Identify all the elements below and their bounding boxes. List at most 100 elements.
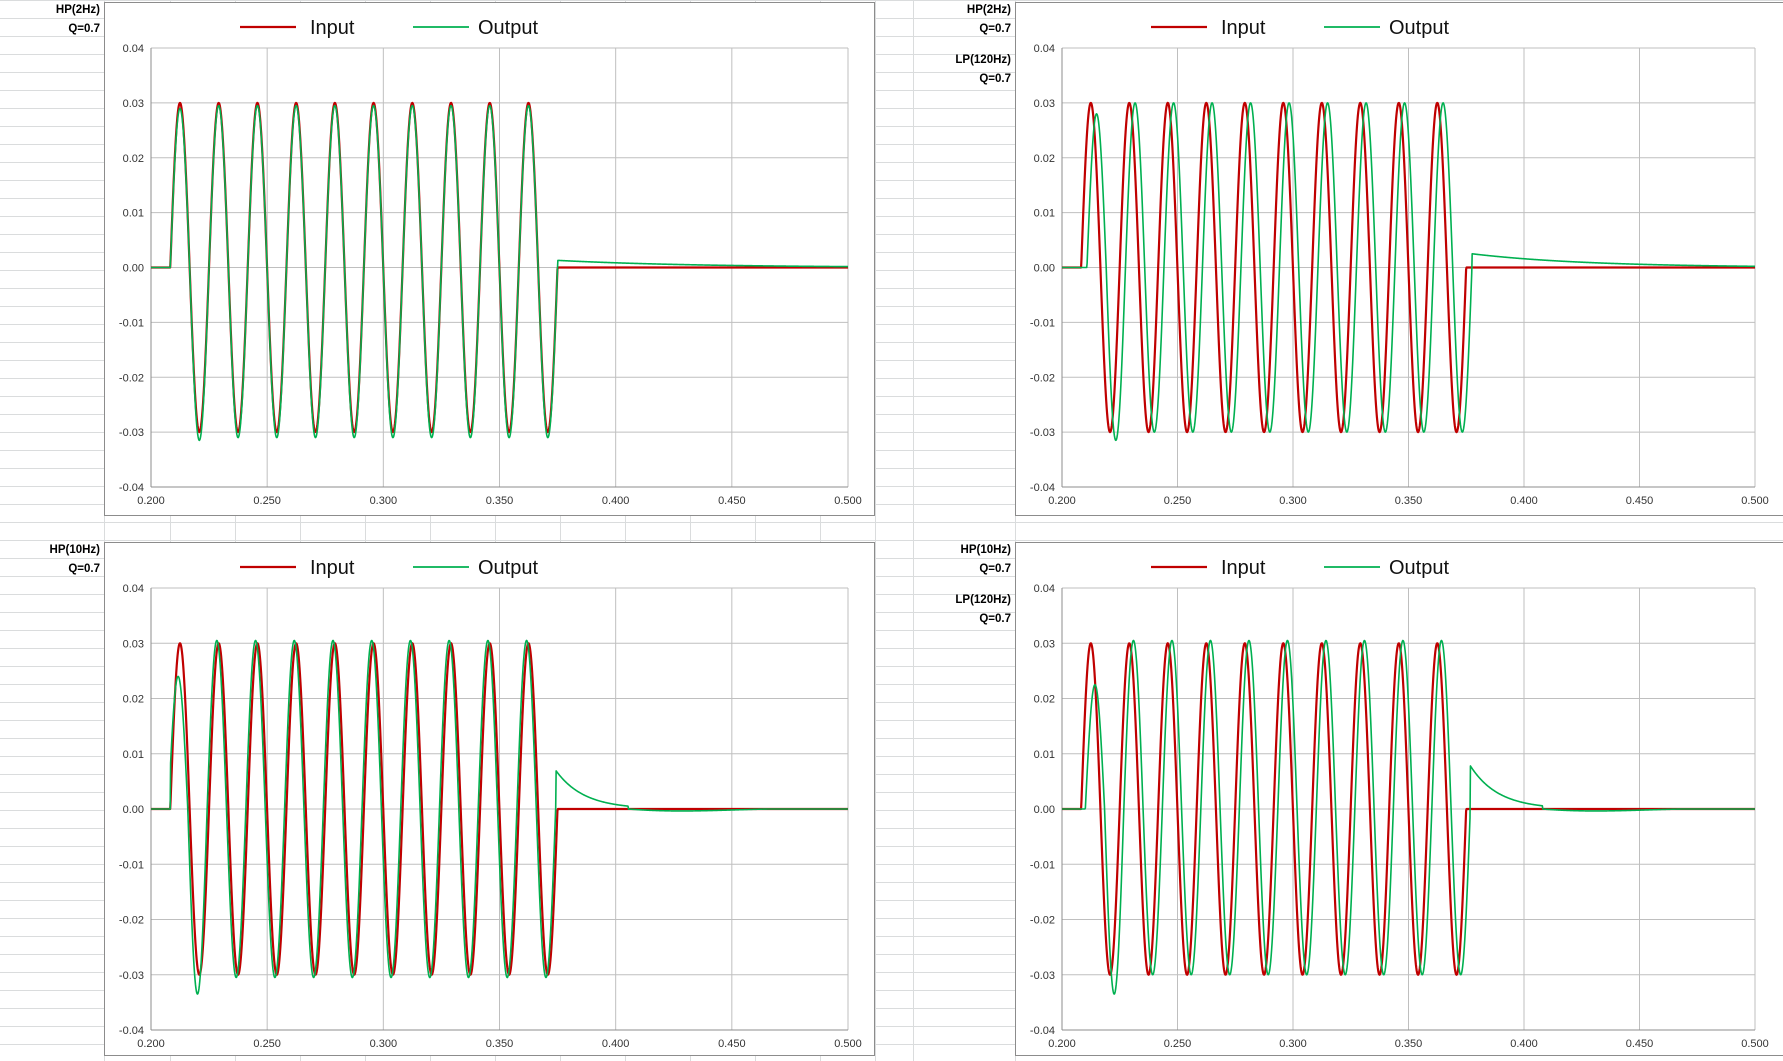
filter-label-line: Q=0.7 (979, 563, 1011, 575)
filter-label-line: HP(2Hz) (55, 4, 100, 16)
x-tick-label: 0.500 (834, 1038, 862, 1050)
y-tick-label: 0.04 (123, 43, 144, 55)
legend-input-label: Input (310, 17, 355, 39)
y-tick-label: 0.02 (123, 694, 144, 706)
y-tick-label: -0.04 (1030, 482, 1055, 494)
x-tick-label: 0.200 (137, 1038, 165, 1050)
filter-label-top-right: HP(2Hz) Q=0.7 LP(120Hz) Q=0.7 (913, 4, 1011, 86)
filter-label-line: Q=0.7 (979, 23, 1011, 35)
filter-label-line: Q=0.7 (979, 613, 1011, 625)
y-tick-label: -0.04 (119, 482, 144, 494)
x-tick-label: 0.450 (1626, 1038, 1654, 1050)
x-tick-label: 0.300 (1279, 1038, 1307, 1050)
series-input-line (150, 642, 849, 976)
y-tick-label: 0.02 (123, 153, 144, 165)
x-tick-label: 0.250 (253, 1038, 281, 1050)
y-tick-label: -0.01 (1030, 317, 1055, 329)
y-tick-label: 0.03 (1034, 638, 1055, 650)
y-tick-label: 0.03 (123, 98, 144, 110)
chart-hp2hz[interactable]: 0.200 0.250 0.300 0.350 0.400 0.450 0.500 0.04 0… (104, 2, 875, 516)
filter-label-top-left: HP(2Hz) Q=0.7 (2, 4, 100, 36)
series-output-line (1061, 639, 1756, 995)
filter-label-line: LP(120Hz) (955, 54, 1011, 66)
x-tick-label: 0.200 (1048, 1038, 1076, 1050)
legend-input-label: Input (1221, 557, 1266, 579)
x-tick-label: 0.400 (602, 1038, 630, 1050)
y-tick-label: 0.02 (1034, 153, 1055, 165)
legend-input-label: Input (310, 557, 355, 579)
x-tick-label: 0.350 (1395, 495, 1423, 507)
x-tick-label: 0.450 (718, 1038, 746, 1050)
y-tick-label: 0.03 (1034, 98, 1055, 110)
y-tick-label: -0.04 (1030, 1025, 1055, 1037)
chart-hp10hz-lp120hz-plot: 0.200 0.250 0.300 0.350 0.400 0.450 0.500 0.04 0… (1030, 557, 1769, 1050)
series-input-line (1061, 101, 1756, 434)
filter-label-bottom-right: HP(10Hz) Q=0.7 LP(120Hz) Q=0.7 (913, 544, 1011, 626)
filter-label-line: Q=0.7 (68, 563, 100, 575)
x-tick-label: 0.300 (1279, 495, 1307, 507)
y-tick-label: -0.03 (1030, 970, 1055, 982)
chart-hp10hz-plot: 0.200 0.250 0.300 0.350 0.400 0.450 0.500 0.04 0… (119, 557, 862, 1050)
y-tick-label: -0.03 (119, 427, 144, 439)
x-tick-label: 0.300 (370, 1038, 398, 1050)
chart-hp10hz-lp120hz[interactable]: 0.200 0.250 0.300 0.350 0.400 0.450 0.500 0.04 0… (1015, 542, 1783, 1056)
x-tick-label: 0.500 (1741, 495, 1769, 507)
y-tick-label: -0.02 (119, 372, 144, 384)
x-tick-label: 0.400 (602, 495, 630, 507)
x-tick-label: 0.250 (1164, 495, 1192, 507)
chart-hp2hz-plot: 0.200 0.250 0.300 0.350 0.400 0.450 0.500 0.04 0… (119, 17, 862, 507)
y-tick-label: -0.03 (119, 970, 144, 982)
chart-hp2hz-lp120hz[interactable]: 0.200 0.250 0.300 0.350 0.400 0.450 0.500 0.04 0… (1015, 2, 1783, 516)
y-tick-label: -0.03 (1030, 427, 1055, 439)
legend-output-label: Output (1389, 557, 1449, 579)
series-output-line (150, 639, 849, 995)
series-input-line (1061, 642, 1756, 976)
y-tick-label: -0.01 (1030, 859, 1055, 871)
y-tick-label: 0.03 (123, 638, 144, 650)
legend-output-label: Output (478, 557, 538, 579)
y-tick-label: -0.02 (1030, 372, 1055, 384)
filter-label-line: Q=0.7 (68, 23, 100, 35)
y-tick-label: 0.00 (123, 804, 144, 816)
y-tick-label: -0.01 (119, 317, 144, 329)
y-tick-label: 0.00 (123, 263, 144, 275)
y-tick-label: -0.04 (119, 1025, 144, 1037)
x-tick-label: 0.250 (253, 495, 281, 507)
y-tick-label: 0.01 (123, 208, 144, 220)
y-tick-label: 0.04 (1034, 583, 1055, 595)
chart-hp2hz-lp120hz-plot: 0.200 0.250 0.300 0.350 0.400 0.450 0.500 0.04 0… (1030, 17, 1769, 507)
legend-output-label: Output (478, 17, 538, 39)
y-tick-label: 0.02 (1034, 694, 1055, 706)
x-tick-label: 0.300 (370, 495, 398, 507)
x-tick-label: 0.350 (486, 495, 514, 507)
x-tick-label: 0.350 (486, 1038, 514, 1050)
y-tick-label: -0.01 (119, 859, 144, 871)
y-tick-label: 0.04 (1034, 43, 1055, 55)
filter-label-line: Q=0.7 (979, 73, 1011, 85)
y-tick-label: 0.01 (1034, 749, 1055, 761)
y-tick-label: 0.01 (123, 749, 144, 761)
filter-label-line: LP(120Hz) (955, 594, 1011, 606)
x-tick-label: 0.500 (1741, 1038, 1769, 1050)
y-tick-label: -0.02 (1030, 915, 1055, 927)
y-tick-label: 0.01 (1034, 208, 1055, 220)
y-tick-label: 0.04 (123, 583, 144, 595)
x-tick-label: 0.450 (718, 495, 746, 507)
x-tick-label: 0.200 (1048, 495, 1076, 507)
x-tick-label: 0.400 (1510, 1038, 1538, 1050)
x-tick-label: 0.200 (137, 495, 165, 507)
filter-label-bottom-left: HP(10Hz) Q=0.7 (2, 544, 100, 576)
legend-output-label: Output (1389, 17, 1449, 39)
filter-label-line: HP(10Hz) (49, 544, 100, 556)
x-tick-label: 0.250 (1164, 1038, 1192, 1050)
y-tick-label: 0.00 (1034, 263, 1055, 275)
y-tick-label: -0.02 (119, 915, 144, 927)
x-tick-label: 0.350 (1395, 1038, 1423, 1050)
chart-hp10hz[interactable]: 0.200 0.250 0.300 0.350 0.400 0.450 0.500 0.04 0… (104, 542, 875, 1056)
series-output-line (1061, 102, 1756, 442)
x-tick-label: 0.500 (834, 495, 862, 507)
x-tick-label: 0.400 (1510, 495, 1538, 507)
filter-label-line: HP(10Hz) (960, 544, 1011, 556)
y-tick-label: 0.00 (1034, 804, 1055, 816)
x-tick-label: 0.450 (1626, 495, 1654, 507)
